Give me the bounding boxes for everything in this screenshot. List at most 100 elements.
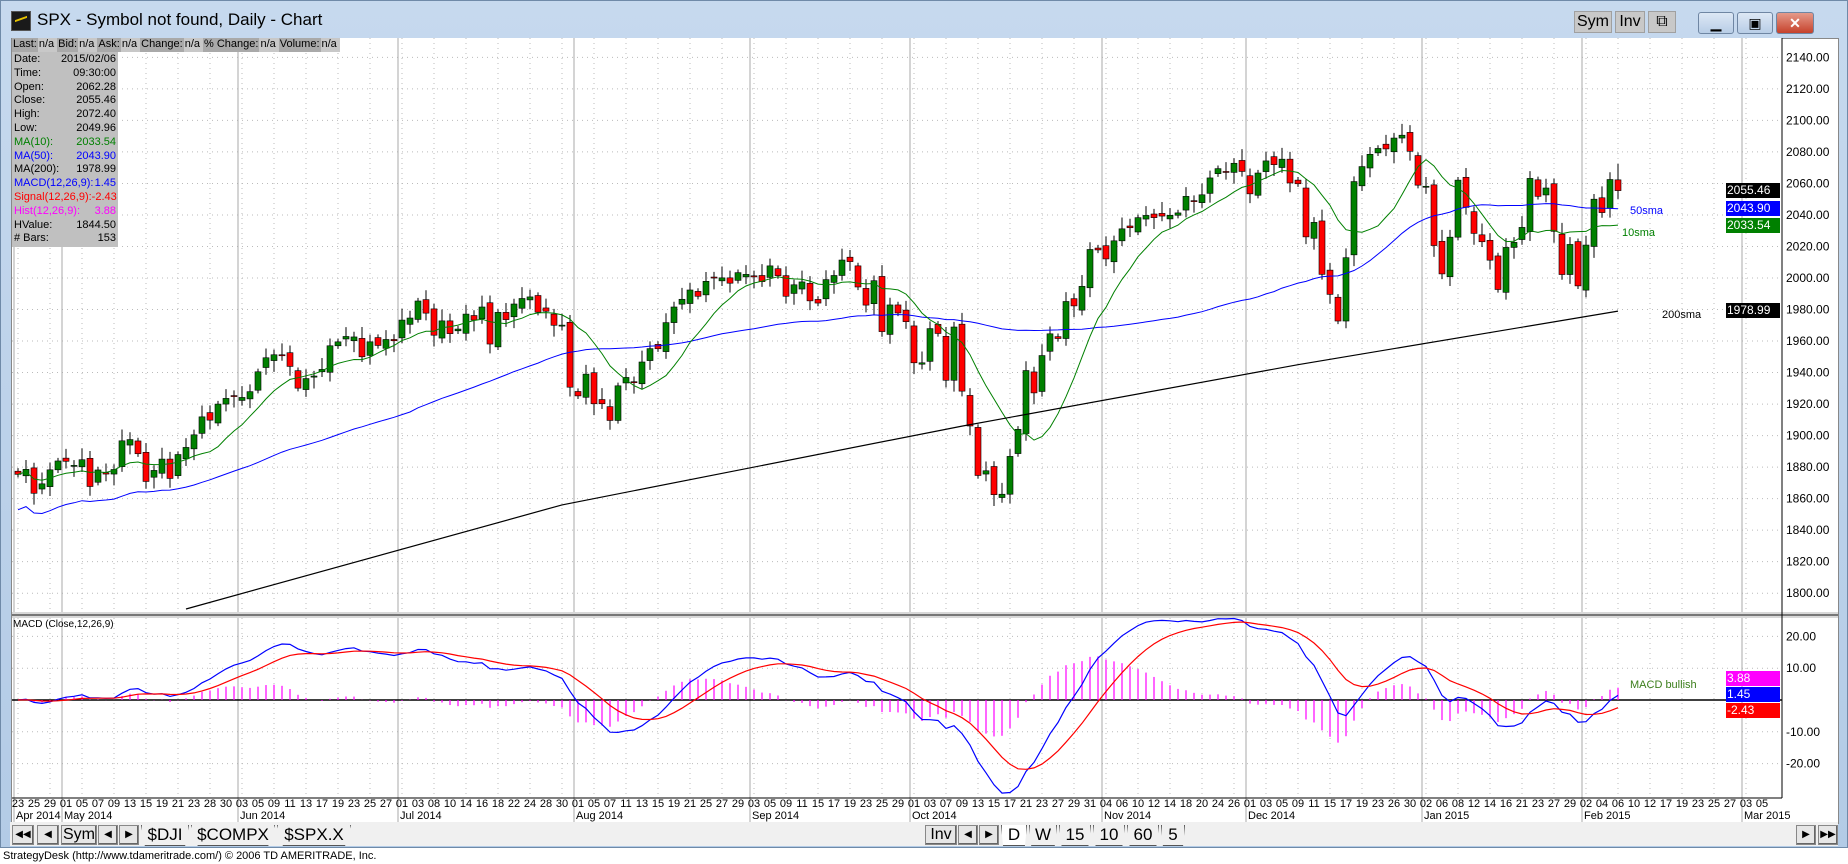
symbol-tab-spx[interactable]: $SPX.X <box>277 825 351 846</box>
data-value: 2043.90 <box>76 149 116 162</box>
candle <box>1126 218 1134 238</box>
candle <box>1550 178 1558 243</box>
app-chart-icon <box>11 11 31 31</box>
candle-body <box>1614 179 1622 191</box>
candle <box>798 270 806 295</box>
candle <box>942 327 950 388</box>
candle <box>1302 178 1310 245</box>
candle-body <box>982 470 990 475</box>
ma10-price-tag: 2033.54 <box>1726 218 1780 233</box>
price-tick-label: 2120.00 <box>1786 82 1830 96</box>
candle <box>1558 222 1566 280</box>
date-tick-label: 24 <box>524 798 536 810</box>
candle <box>534 292 542 316</box>
candle <box>1150 208 1158 229</box>
period-tab-daily[interactable]: D <box>1001 825 1027 846</box>
candle-body <box>38 483 46 490</box>
candle-body <box>1414 155 1422 186</box>
date-tick-label: 13 <box>124 798 136 810</box>
data-row: MA(10): 2033.54 <box>14 136 116 150</box>
candle <box>1614 163 1622 200</box>
month-label: Dec 2014 <box>1248 810 1295 822</box>
sym-tab-button[interactable]: Sym <box>61 825 97 845</box>
month-label: Nov 2014 <box>1104 810 1151 822</box>
period-tab-10min[interactable]: 10 <box>1093 825 1125 846</box>
minimize-button[interactable]: ▁ <box>1698 12 1734 34</box>
data-label: Open: <box>14 80 44 93</box>
candle-body <box>990 466 998 495</box>
candle-body <box>374 337 382 346</box>
candle <box>958 312 966 397</box>
date-tick-label: 05 <box>1756 798 1768 810</box>
candle-body <box>894 304 902 314</box>
date-tick-label: 23 <box>188 798 200 810</box>
candle-body <box>886 304 894 335</box>
macd-tick-label: 20.00 <box>1786 629 1816 643</box>
candle <box>1382 134 1390 157</box>
period-tab-15min[interactable]: 15 <box>1059 825 1091 846</box>
period-tab-weekly[interactable]: W <box>1029 825 1057 846</box>
data-label: MA(200): <box>14 163 60 176</box>
candle <box>662 313 670 359</box>
scroll-right-button[interactable]: ▶ <box>1796 825 1816 845</box>
date-tick-label: 15 <box>652 798 664 810</box>
symbol-tab-compx[interactable]: $COMPX <box>191 825 275 846</box>
quote-value: n/a <box>78 38 98 52</box>
date-tick-label: 27 <box>1548 798 1560 810</box>
candle <box>166 451 174 488</box>
candle-body <box>246 391 254 400</box>
close-button[interactable]: ✕ <box>1776 12 1814 34</box>
price-tick-label: 1880.00 <box>1786 460 1830 474</box>
candle <box>1206 170 1214 203</box>
first-button[interactable]: ◀◀ <box>12 825 34 845</box>
candle <box>1038 344 1046 397</box>
price-tick-label: 2080.00 <box>1786 145 1830 159</box>
period-right-button[interactable]: ▶ <box>979 825 999 845</box>
inv-button[interactable]: Inv <box>1615 11 1645 33</box>
candle <box>1590 193 1598 258</box>
symbol-left-button[interactable]: ◀ <box>98 825 118 845</box>
date-tick-label: 02 <box>1580 798 1592 810</box>
candle-body <box>910 325 918 364</box>
symbol-right-button[interactable]: ▶ <box>119 825 139 845</box>
popout-icon[interactable]: ⧉ <box>1648 11 1676 33</box>
candle-body <box>230 395 238 397</box>
candle <box>710 271 718 290</box>
maximize-button[interactable]: ▣ <box>1737 12 1773 34</box>
date-tick-label: 17 <box>1004 798 1016 810</box>
price-tick-label: 1960.00 <box>1786 334 1830 348</box>
candle <box>1270 151 1278 177</box>
date-tick-label: 11 <box>620 798 631 810</box>
date-tick-label: 23 <box>1036 798 1048 810</box>
period-tab-5min[interactable]: 5 <box>1161 825 1185 846</box>
candle <box>1374 145 1382 157</box>
hist-value-tag: 3.88 <box>1726 671 1780 686</box>
date-tick-label: 26 <box>1388 798 1400 810</box>
date-tick-label: 05 <box>1276 798 1288 810</box>
date-tick-label: 10 <box>1628 798 1640 810</box>
sym-button[interactable]: Sym <box>1574 11 1612 33</box>
candle-body <box>94 469 102 483</box>
candle <box>1022 361 1030 441</box>
date-tick-label: 09 <box>1292 798 1304 810</box>
period-left-button[interactable]: ◀ <box>958 825 978 845</box>
candle-body <box>302 378 310 390</box>
inv-tab-button[interactable]: Inv <box>925 825 957 845</box>
macd-panel <box>12 618 1782 798</box>
candle <box>694 288 702 300</box>
symbol-tab-dji[interactable]: $DJI <box>141 825 189 846</box>
candle-body <box>214 403 222 424</box>
date-tick-label: 11 <box>796 798 807 810</box>
macd-line <box>17 617 1619 794</box>
date-tick-label: 03 <box>1260 798 1272 810</box>
scroll-end-button[interactable]: ▶▶ <box>1818 825 1838 845</box>
price-tick-label: 1980.00 <box>1786 303 1830 317</box>
candle <box>294 367 302 392</box>
date-tick-label: 13 <box>300 798 312 810</box>
candle <box>526 289 534 310</box>
data-row: Close: 2055.46 <box>14 94 116 108</box>
date-tick-label: 03 <box>748 798 760 810</box>
period-tab-60min[interactable]: 60 <box>1127 825 1159 846</box>
prev-button[interactable]: ◀ <box>37 825 59 845</box>
